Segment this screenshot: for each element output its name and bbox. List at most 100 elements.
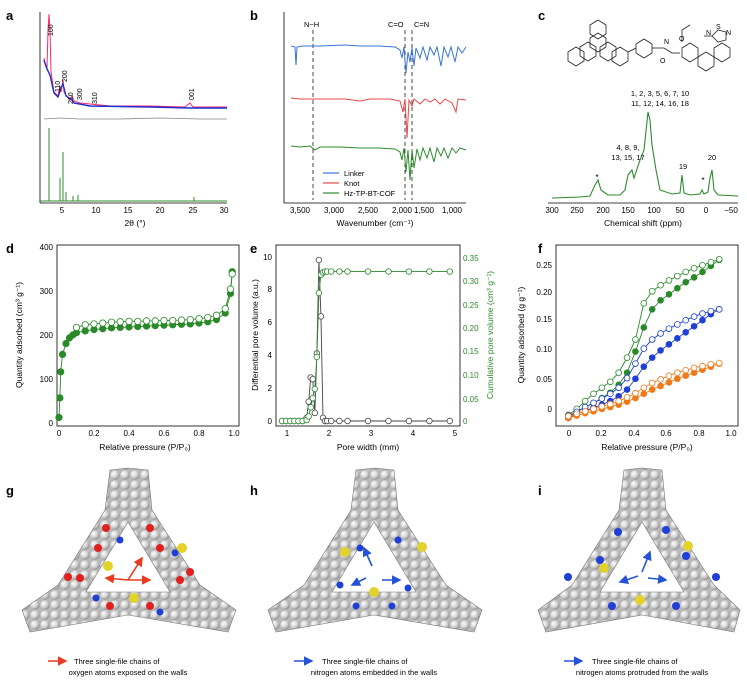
tick: 0: [704, 206, 709, 215]
data-point-orange-des: [665, 372, 673, 380]
data-point-green-des: [699, 261, 706, 269]
panel-label-h: h: [250, 483, 258, 498]
data-point-adsorption: [55, 413, 63, 422]
data-point-desorption: [81, 321, 89, 329]
legend-linker: Linker: [344, 169, 365, 178]
cof-pore-model-i: [537, 467, 741, 633]
tick: 0.2: [595, 429, 607, 438]
caption-g-line1: Three single-file chains of: [74, 657, 160, 666]
data-point-orange-des: [606, 400, 614, 408]
data-point-blue-des: [640, 345, 648, 352]
tick: 0.10: [463, 371, 479, 380]
tick: 0: [567, 429, 572, 438]
data-point-right: [344, 268, 351, 275]
tick: 250: [570, 206, 584, 215]
panel-b-xlabel: Wavenumber (cm⁻¹): [337, 218, 414, 228]
nmr-sideband-star-2: *: [701, 175, 705, 185]
data-point-left: [426, 417, 433, 425]
cof-pore-model-g: [21, 467, 237, 633]
data-point-orange-ads: [657, 382, 664, 390]
data-point-desorption: [160, 316, 168, 325]
panel-label-a: a: [6, 8, 14, 23]
sulfur-atoms-i: [599, 541, 693, 605]
data-point-desorption: [107, 318, 116, 326]
tick: 4: [268, 351, 273, 360]
tick: 2,000: [392, 206, 413, 215]
caption-i-line2: nitrogen atoms protruded from the walls: [576, 668, 708, 677]
data-point-blue-ads: [648, 354, 656, 361]
tick: 0: [57, 429, 62, 438]
atom-o: O: [679, 36, 685, 43]
sulfur-atoms-g: [103, 543, 187, 603]
data-point-green-des: [598, 384, 606, 392]
data-point-blue-des: [606, 390, 614, 398]
tick: 0.6: [660, 429, 672, 438]
data-point-blue-des: [598, 395, 606, 402]
data-point-desorption: [116, 318, 124, 326]
panel-f-xticks: 0 0.2 0.4 0.6 0.8 1.0: [567, 429, 737, 438]
data-point-blue-des: [715, 306, 723, 313]
tick: 50: [676, 206, 685, 215]
tick: 0.8: [693, 429, 705, 438]
data-point-orange-des: [682, 366, 690, 374]
data-point-right: [327, 268, 335, 275]
data-point-green-des: [665, 277, 673, 284]
data-point-adsorption: [62, 339, 70, 348]
data-point-right: [385, 268, 392, 275]
tick: 3: [369, 429, 374, 438]
data-point-orange-ads: [682, 372, 690, 380]
panel-d-data: [55, 268, 236, 422]
atom-n: N: [664, 39, 669, 46]
data-point-desorption: [151, 317, 159, 325]
data-point-desorption: [195, 315, 203, 323]
data-point-green-des: [682, 268, 690, 276]
tick: 200: [40, 331, 54, 340]
cof-chemical-structure: [567, 19, 731, 72]
data-point-left: [364, 417, 372, 425]
peak-310: 310: [92, 92, 99, 104]
data-point-blue-des: [690, 313, 698, 320]
data-point-orange-des: [598, 403, 606, 410]
data-point-desorption: [204, 313, 212, 322]
nmr-peak-20: 20: [708, 153, 716, 162]
tick: 150: [621, 206, 635, 215]
tick: 0.05: [463, 395, 479, 404]
panel-b-xticks: 3,500 3,000 2,500 2,000 1,500 1,000: [290, 206, 463, 215]
data-point-blue-des: [665, 325, 673, 332]
data-point-left: [336, 417, 343, 425]
data-point-left: [311, 409, 319, 417]
data-point-adsorption: [56, 394, 64, 402]
data-point-green-ads: [674, 284, 681, 292]
tick: 300: [40, 287, 54, 296]
tick: 4: [411, 429, 416, 438]
panel-e-ylabel-left: Differential pore volume (a.u.): [250, 279, 260, 391]
data-point-green-ads: [640, 324, 648, 331]
tick: 0.6: [158, 429, 170, 438]
panel-c-xticks: 300 250 200 150 100 50 0 −50: [545, 206, 738, 215]
peak-110: 110: [55, 81, 62, 92]
ir-legend: Linker Knot Hz-TP-BT-COF: [323, 169, 396, 198]
tick: 2: [268, 384, 273, 393]
data-point-desorption: [221, 305, 229, 313]
tick: 2,500: [358, 206, 379, 215]
data-point-orange-des: [581, 408, 589, 415]
pore-line-left: [282, 260, 450, 422]
panel-label-g: g: [6, 483, 14, 498]
data-point-green-des: [640, 300, 648, 307]
data-point-green-des: [632, 336, 639, 343]
tick: 25: [189, 206, 198, 215]
panel-f-frame: [555, 244, 739, 427]
tick: 0.35: [463, 254, 479, 263]
data-point-green-des: [590, 390, 597, 398]
tick: 200: [596, 206, 610, 215]
data-point-green-des: [648, 287, 656, 295]
tick: 15: [124, 206, 133, 215]
data-point-orange-des: [590, 405, 597, 413]
data-point-right: [446, 268, 454, 275]
tick: 1: [285, 429, 290, 438]
tick: 0.8: [193, 429, 205, 438]
tick: 1.0: [725, 429, 737, 438]
tick: 30: [220, 206, 229, 215]
tick: 3,500: [290, 206, 311, 215]
atom-s: S: [716, 24, 721, 31]
